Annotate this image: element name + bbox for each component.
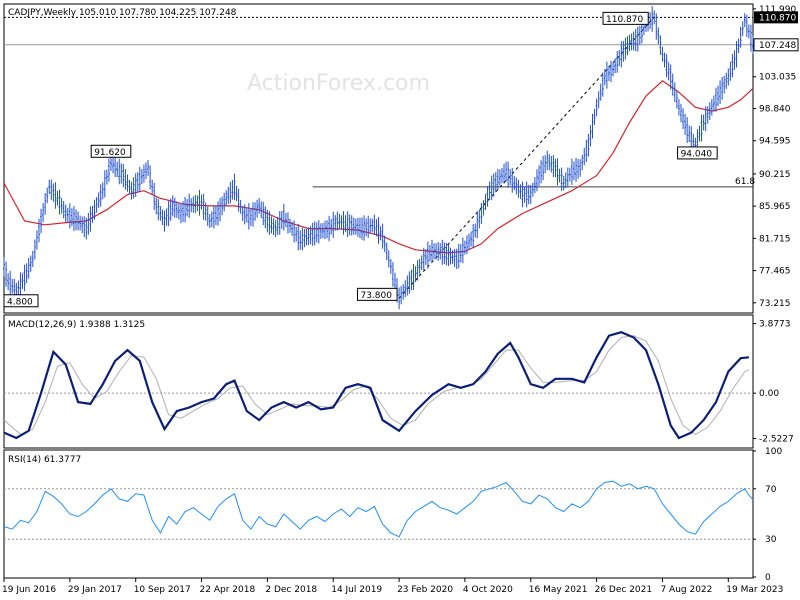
annotation-box <box>3 294 39 308</box>
x-tick-label: 10 Sep 2017 <box>134 585 191 595</box>
annotation-box <box>677 146 718 160</box>
trend-line <box>398 17 655 299</box>
x-tick-label: 23 Feb 2020 <box>397 585 453 595</box>
rsi-line <box>3 480 754 538</box>
x-tick-label: 29 Jan 2017 <box>68 585 122 595</box>
macd-y-tick-label: 0.00 <box>759 389 779 399</box>
x-tick-label: 2 Dec 2018 <box>265 585 317 595</box>
macd-y-tick-label: -2.5227 <box>759 434 794 444</box>
price-y-tick-label: 90.215 <box>759 170 791 180</box>
price-y-tick-label: 77.465 <box>759 267 791 277</box>
x-tick-label: 16 May 2021 <box>529 585 588 595</box>
x-tick-label: 19 Jun 2016 <box>2 585 56 595</box>
axes-layer: 111.990 107.248 103.035 98.840 94.595 90.215 8… <box>2 5 799 595</box>
rsi-y-tick-label: 30 <box>765 535 777 545</box>
rsi-y-tick-label: 70 <box>765 485 777 495</box>
macd-panel-frame <box>3 314 754 449</box>
fib-61-8-label: 61.8 <box>735 177 755 187</box>
x-tick-label: 7 Aug 2022 <box>660 585 712 595</box>
price-y-tick-label: 107.248 <box>759 41 796 51</box>
rsi-panel-title: RSI(14) 61.3777 <box>8 455 81 465</box>
price-y-tick-label: 73.215 <box>759 299 791 309</box>
annotation-label: 110.870 <box>606 15 643 25</box>
x-tick-label: 19 Mar 2023 <box>726 585 783 595</box>
annotation-label: 4.800 <box>7 297 33 307</box>
price-y-tick-label: 111.990 <box>759 5 796 15</box>
macd-layer <box>3 331 753 440</box>
current-price-box <box>753 38 799 52</box>
price-y-tick-label: 103.035 <box>759 73 796 83</box>
x-tick-label: 26 Dec 2021 <box>595 585 653 595</box>
macd-panel-title: MACD(12,26,9) 1.9388 1.3125 <box>8 320 145 330</box>
moving-average-line <box>3 80 754 254</box>
price-y-tick-label: 94.595 <box>759 137 791 147</box>
price-panel-frame <box>3 3 754 314</box>
annotation-label: 73.800 <box>360 291 392 301</box>
rsi-layer <box>3 480 754 540</box>
rsi-y-tick-label: 0 <box>765 573 771 583</box>
annotation-label: 94.040 <box>681 149 713 159</box>
price-y-tick-label: 85.965 <box>759 202 791 212</box>
high-price-box <box>754 11 798 24</box>
rsi-panel-frame <box>3 449 754 579</box>
price-y-tick-label: 81.715 <box>759 234 791 244</box>
macd-line <box>3 331 750 440</box>
price-panel-title: CADJPY,Weekly 105.010 107.780 104.225 10… <box>8 8 237 18</box>
macd-y-tick-label: 3.8773 <box>759 320 791 330</box>
watermark: ActionForex.com <box>247 71 430 96</box>
rsi-y-tick-label: 100 <box>765 447 782 457</box>
annotation-label: 91.620 <box>94 148 126 158</box>
x-tick-label: 14 Jul 2019 <box>331 585 382 595</box>
annotation-box <box>602 11 649 25</box>
annotation-box <box>90 144 132 158</box>
x-tick-label: 4 Oct 2020 <box>463 585 513 595</box>
macd-signal-line <box>3 335 750 435</box>
price-y-tick-label: 98.840 <box>759 105 791 115</box>
annotation-box <box>356 287 398 301</box>
high-price-axis-label: 110.870 <box>759 13 796 23</box>
x-tick-label: 22 Apr 2018 <box>200 585 256 595</box>
price-layer: 61.8 91.620 110.870 4.800 73.800 94.040 <box>3 6 755 310</box>
